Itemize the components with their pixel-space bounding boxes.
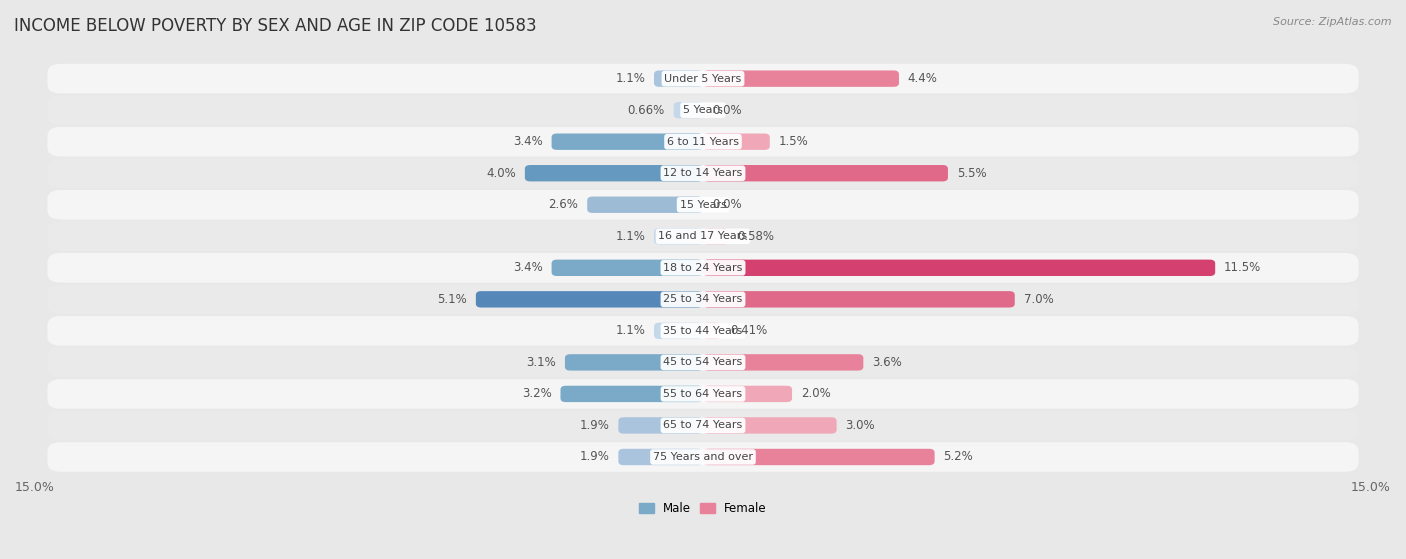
Text: 5.5%: 5.5% <box>957 167 987 180</box>
FancyBboxPatch shape <box>48 348 1358 377</box>
Text: 75 Years and over: 75 Years and over <box>652 452 754 462</box>
FancyBboxPatch shape <box>48 158 1358 188</box>
Text: 1.1%: 1.1% <box>616 72 645 85</box>
Text: 1.1%: 1.1% <box>616 230 645 243</box>
Text: 2.0%: 2.0% <box>801 387 831 400</box>
Text: 1.1%: 1.1% <box>616 324 645 338</box>
Text: 5.1%: 5.1% <box>437 293 467 306</box>
Text: 1.5%: 1.5% <box>779 135 808 148</box>
FancyBboxPatch shape <box>703 165 948 182</box>
FancyBboxPatch shape <box>703 259 1215 276</box>
Text: 1.9%: 1.9% <box>579 451 609 463</box>
Text: 2.6%: 2.6% <box>548 198 578 211</box>
Legend: Male, Female: Male, Female <box>634 498 772 520</box>
FancyBboxPatch shape <box>551 259 703 276</box>
FancyBboxPatch shape <box>654 70 703 87</box>
Text: 3.0%: 3.0% <box>845 419 875 432</box>
Text: 6 to 11 Years: 6 to 11 Years <box>666 137 740 146</box>
FancyBboxPatch shape <box>654 323 703 339</box>
FancyBboxPatch shape <box>561 386 703 402</box>
Text: 55 to 64 Years: 55 to 64 Years <box>664 389 742 399</box>
Text: 35 to 44 Years: 35 to 44 Years <box>664 326 742 336</box>
Text: 15 Years: 15 Years <box>679 200 727 210</box>
FancyBboxPatch shape <box>703 449 935 465</box>
Text: 3.1%: 3.1% <box>526 356 555 369</box>
Text: Under 5 Years: Under 5 Years <box>665 74 741 84</box>
FancyBboxPatch shape <box>565 354 703 371</box>
FancyBboxPatch shape <box>619 449 703 465</box>
Text: 25 to 34 Years: 25 to 34 Years <box>664 295 742 304</box>
FancyBboxPatch shape <box>48 411 1358 440</box>
Text: 65 to 74 Years: 65 to 74 Years <box>664 420 742 430</box>
Text: 3.4%: 3.4% <box>513 135 543 148</box>
FancyBboxPatch shape <box>703 134 770 150</box>
FancyBboxPatch shape <box>48 127 1358 157</box>
FancyBboxPatch shape <box>703 354 863 371</box>
Text: 0.41%: 0.41% <box>730 324 768 338</box>
Text: 0.0%: 0.0% <box>711 198 741 211</box>
FancyBboxPatch shape <box>703 228 728 244</box>
FancyBboxPatch shape <box>703 417 837 434</box>
FancyBboxPatch shape <box>48 96 1358 125</box>
Text: 4.0%: 4.0% <box>486 167 516 180</box>
FancyBboxPatch shape <box>48 253 1358 283</box>
FancyBboxPatch shape <box>48 316 1358 345</box>
Text: 3.2%: 3.2% <box>522 387 551 400</box>
Text: Source: ZipAtlas.com: Source: ZipAtlas.com <box>1274 17 1392 27</box>
Text: 0.66%: 0.66% <box>627 103 665 117</box>
FancyBboxPatch shape <box>48 221 1358 251</box>
Text: INCOME BELOW POVERTY BY SEX AND AGE IN ZIP CODE 10583: INCOME BELOW POVERTY BY SEX AND AGE IN Z… <box>14 17 537 35</box>
FancyBboxPatch shape <box>551 134 703 150</box>
FancyBboxPatch shape <box>524 165 703 182</box>
Text: 12 to 14 Years: 12 to 14 Years <box>664 168 742 178</box>
Text: 5 Years: 5 Years <box>683 105 723 115</box>
FancyBboxPatch shape <box>48 442 1358 472</box>
Text: 3.4%: 3.4% <box>513 261 543 274</box>
FancyBboxPatch shape <box>475 291 703 307</box>
FancyBboxPatch shape <box>619 417 703 434</box>
FancyBboxPatch shape <box>48 379 1358 409</box>
Text: 18 to 24 Years: 18 to 24 Years <box>664 263 742 273</box>
FancyBboxPatch shape <box>703 291 1015 307</box>
Text: 0.0%: 0.0% <box>711 103 741 117</box>
FancyBboxPatch shape <box>48 64 1358 93</box>
Text: 45 to 54 Years: 45 to 54 Years <box>664 357 742 367</box>
Text: 5.2%: 5.2% <box>943 451 973 463</box>
Text: 0.58%: 0.58% <box>738 230 775 243</box>
Text: 11.5%: 11.5% <box>1225 261 1261 274</box>
FancyBboxPatch shape <box>703 386 792 402</box>
Text: 1.9%: 1.9% <box>579 419 609 432</box>
Text: 3.6%: 3.6% <box>872 356 903 369</box>
FancyBboxPatch shape <box>48 285 1358 314</box>
Text: 7.0%: 7.0% <box>1024 293 1053 306</box>
FancyBboxPatch shape <box>703 323 721 339</box>
FancyBboxPatch shape <box>588 197 703 213</box>
FancyBboxPatch shape <box>654 228 703 244</box>
Text: 16 and 17 Years: 16 and 17 Years <box>658 231 748 241</box>
FancyBboxPatch shape <box>48 190 1358 220</box>
FancyBboxPatch shape <box>703 70 898 87</box>
FancyBboxPatch shape <box>673 102 703 119</box>
Text: 4.4%: 4.4% <box>908 72 938 85</box>
